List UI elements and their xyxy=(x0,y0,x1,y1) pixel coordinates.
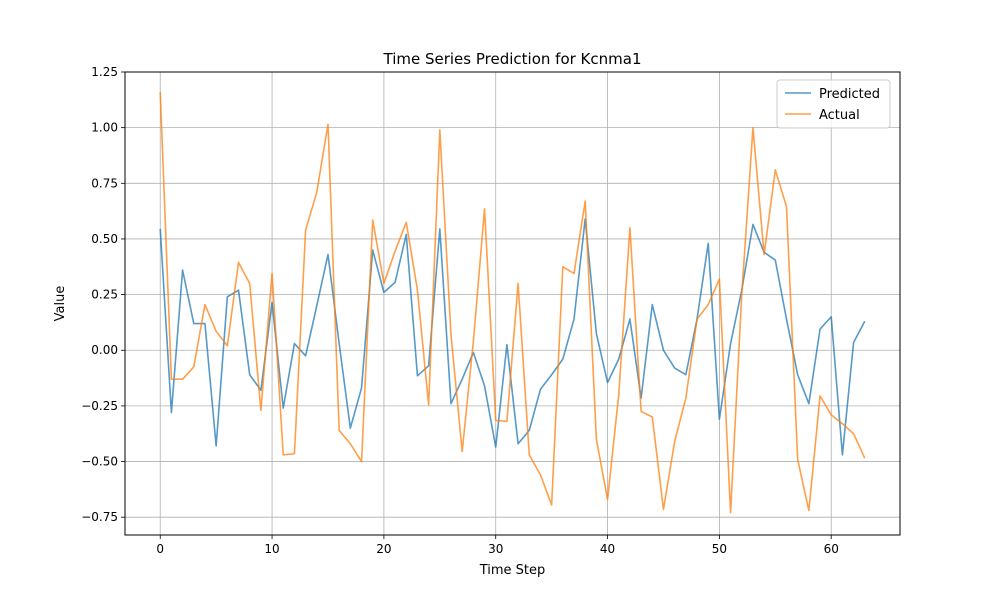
x-tick-label: 50 xyxy=(712,542,727,556)
y-axis-ticks: −0.75 −0.50 −0.25 0.00 0.25 0.50 0.75 1.00 1.25 xyxy=(81,65,125,524)
y-tick-label: −0.75 xyxy=(81,510,118,524)
x-tick-label: 30 xyxy=(488,542,503,556)
x-tick-label: 20 xyxy=(376,542,391,556)
y-tick-label: 1.00 xyxy=(91,121,118,135)
legend-items: Predicted Actual xyxy=(785,87,880,123)
y-tick-label: 0.50 xyxy=(91,232,118,246)
y-tick-label: 0.75 xyxy=(91,176,118,190)
legend: Predicted Actual xyxy=(776,79,891,129)
x-tick-label: 60 xyxy=(824,542,839,556)
series-lines xyxy=(159,91,866,514)
x-axis-ticks: 0 10 20 30 40 50 60 xyxy=(156,535,839,556)
legend-label-predicted: Predicted xyxy=(819,87,880,102)
legend-box xyxy=(776,79,891,129)
y-tick-label: 1.25 xyxy=(91,65,118,79)
x-tick-label: 10 xyxy=(264,542,279,556)
plot-frame xyxy=(124,71,901,536)
y-tick-label: 0.25 xyxy=(91,288,118,302)
chart-title: Time Series Prediction for Kcnma1 xyxy=(383,50,642,68)
y-tick-label: −0.25 xyxy=(81,399,118,413)
x-tick-label: 0 xyxy=(156,542,164,556)
x-axis-label: Time Step xyxy=(479,563,546,578)
y-axis-label: Value xyxy=(53,286,68,322)
x-tick-label: 40 xyxy=(600,542,615,556)
y-tick-label: −0.50 xyxy=(81,455,118,469)
series-line-actual xyxy=(159,91,866,514)
legend-label-actual: Actual xyxy=(819,108,860,123)
y-tick-label: 0.00 xyxy=(91,343,118,357)
